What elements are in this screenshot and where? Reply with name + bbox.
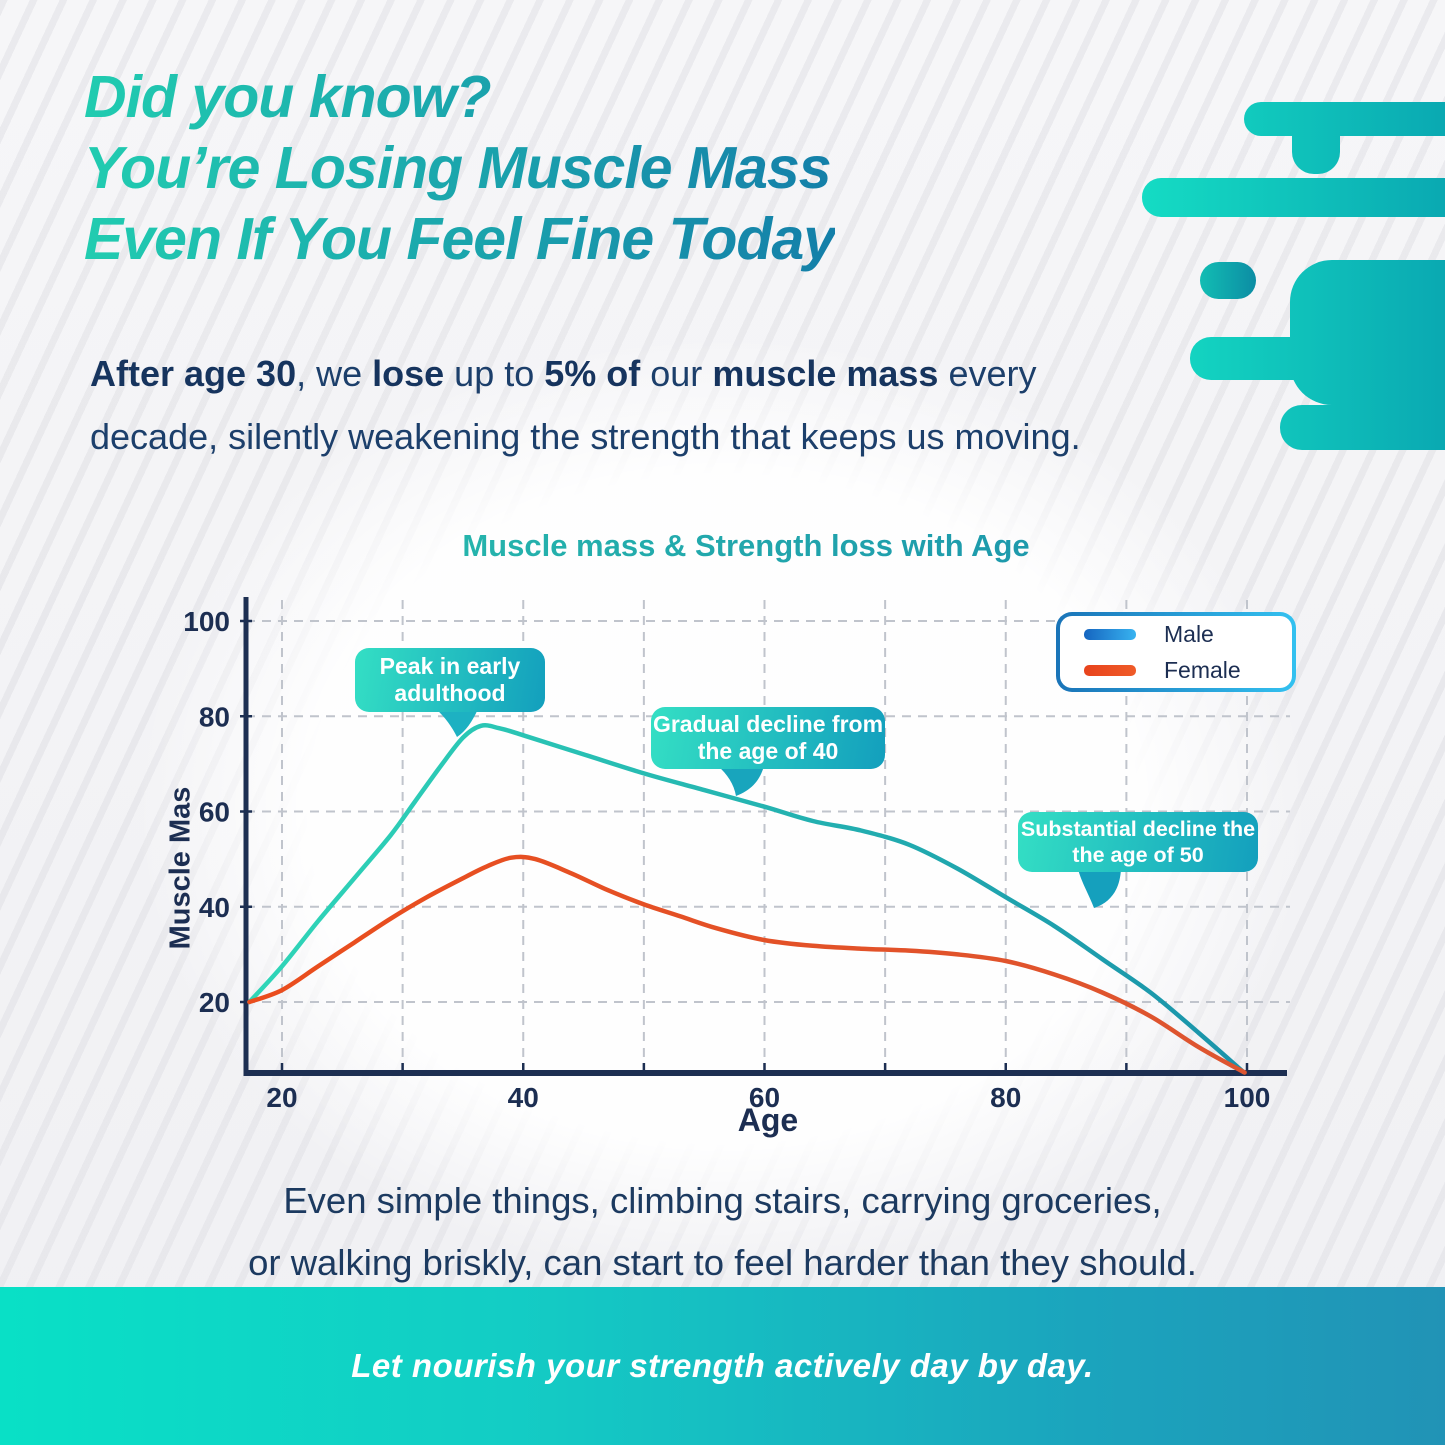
legend-label-female: Female [1164, 656, 1241, 683]
callout-tail-2 [718, 766, 764, 796]
annotation-peak: Peak in early adulthood [355, 648, 545, 712]
svg-text:100: 100 [183, 606, 230, 637]
closing-paragraph: Even simple things, climbing stairs, car… [0, 1170, 1445, 1294]
intro-segment: , we [296, 353, 373, 394]
callout-tail-1 [436, 709, 478, 737]
female-curve [247, 854, 1247, 1075]
svg-text:100: 100 [1224, 1082, 1271, 1113]
footer-tagline: Let nourish your strength actively day b… [351, 1347, 1094, 1384]
svg-text:60: 60 [749, 1082, 780, 1113]
intro-bold-segment: 5% of [544, 353, 641, 394]
chart-legend: Male Female [1056, 612, 1296, 692]
callout-tails [436, 709, 1121, 908]
intro-segment: every decade, silently weakening the str… [90, 353, 1081, 457]
svg-text:60: 60 [199, 797, 230, 828]
chart-title: Muscle mass & Strength loss with Age [46, 528, 1445, 564]
intro-segment: up to [444, 353, 545, 394]
intro-paragraph: After age 30, we lose up to 5% of our mu… [90, 342, 1135, 468]
closing-line-2: or walking briskly, can start to feel ha… [248, 1242, 1197, 1283]
intro-bold-segment: lose [372, 353, 445, 394]
svg-text:40: 40 [199, 892, 230, 923]
legend-item-male: Male [1084, 621, 1292, 648]
callout-tail-3 [1078, 869, 1121, 908]
intro-bold-segment: muscle mass [712, 353, 939, 394]
intro-bold-segment: After age 30 [90, 353, 297, 394]
footer-banner: Let nourish your strength actively day b… [0, 1287, 1445, 1445]
svg-text:20: 20 [199, 987, 230, 1018]
svg-text:80: 80 [199, 701, 230, 732]
title-line-3: Even If You Feel Fine Today [84, 204, 836, 275]
page-title: Did you know? You’re Losing Muscle Mass … [84, 62, 836, 275]
splash-decoration-icon [1142, 102, 1445, 450]
annotation-substantial-decline: Substantial decline the the age of 50 [1018, 812, 1258, 872]
title-line-1: Did you know? [84, 62, 835, 133]
svg-text:20: 20 [266, 1082, 297, 1113]
svg-text:40: 40 [508, 1082, 539, 1113]
y-axis-label: Muscle Mas [164, 786, 197, 950]
male-line-swatch-icon [1084, 628, 1136, 640]
x-axis-label: Age [737, 1102, 799, 1138]
svg-text:80: 80 [990, 1082, 1021, 1113]
title-line-2: You’re Losing Muscle Mass [84, 133, 835, 204]
male-curve [247, 723, 1246, 1075]
legend-item-female: Female [1084, 657, 1292, 684]
female-line-swatch-icon [1084, 664, 1136, 676]
intro-segment: our [640, 353, 713, 394]
legend-label-male: Male [1164, 620, 1214, 647]
closing-line-1: Even simple things, climbing stairs, car… [283, 1180, 1162, 1221]
annotation-gradual-decline: Gradual decline from the age of 40 [651, 707, 885, 769]
